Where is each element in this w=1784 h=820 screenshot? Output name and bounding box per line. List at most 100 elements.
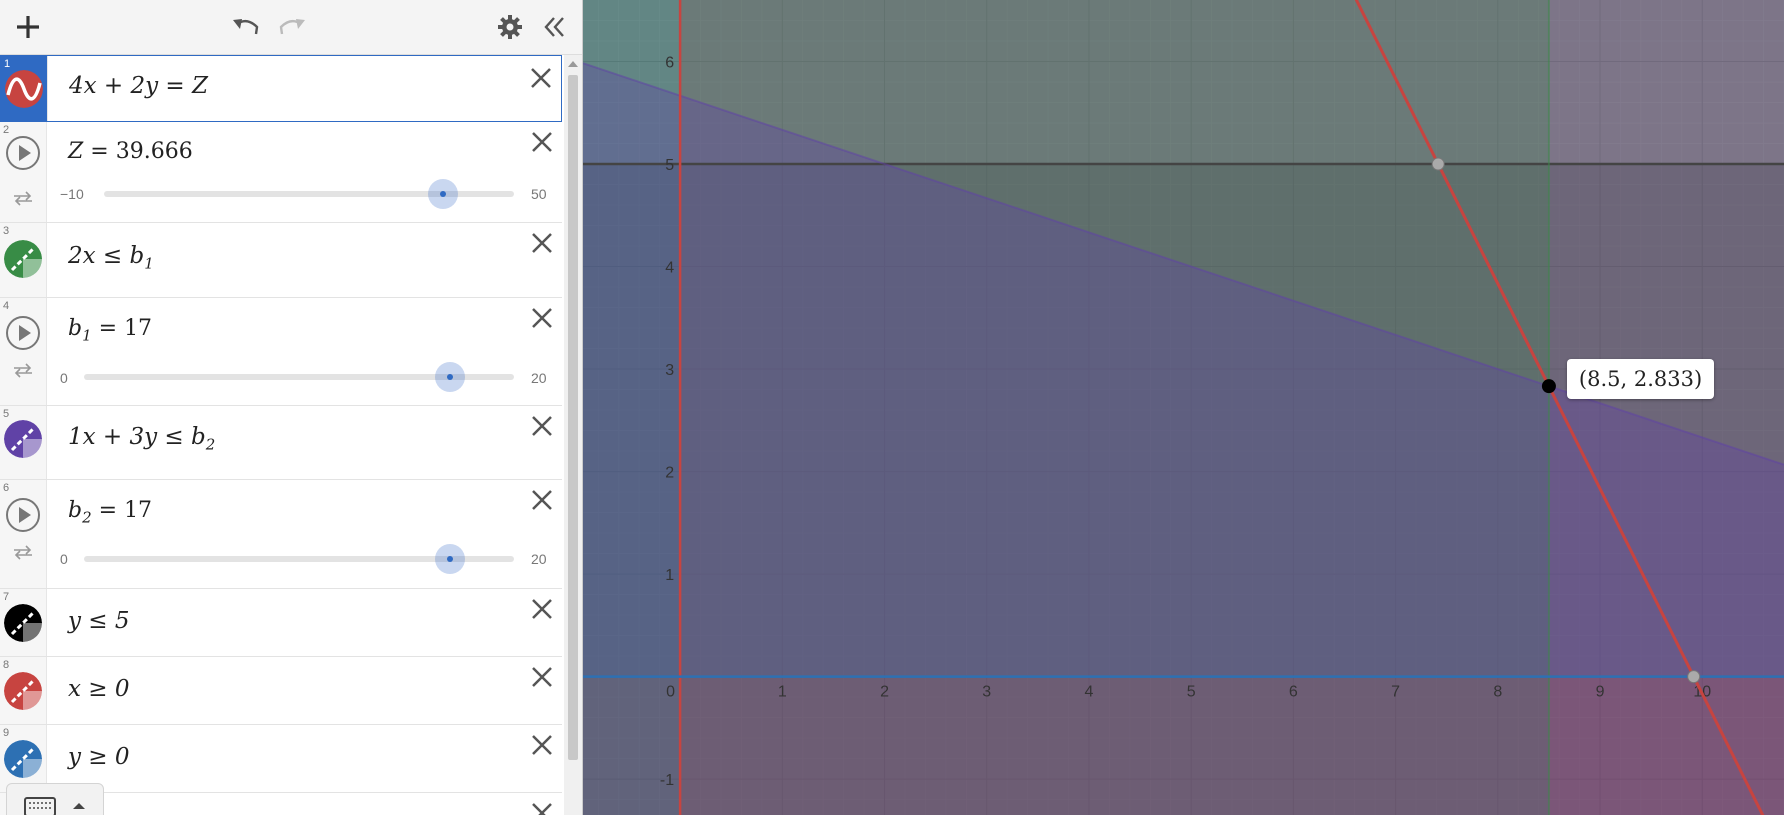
expression-row-2[interactable]: 2 Z = 39.666 −10 50 — [0, 122, 562, 223]
region-style-icon[interactable] — [4, 420, 42, 458]
region-style-icon[interactable] — [4, 672, 42, 710]
x-tick-label: 3 — [982, 684, 991, 701]
delete-icon[interactable] — [529, 66, 553, 90]
scrollbar[interactable] — [564, 55, 582, 815]
y-tick-label: 2 — [665, 465, 674, 482]
delete-icon[interactable] — [530, 231, 554, 255]
loop-icon[interactable] — [12, 544, 34, 560]
region-style-icon[interactable] — [4, 740, 42, 778]
double-chevron-left-icon — [544, 17, 564, 37]
point-label[interactable]: (8.5, 2.833) — [1566, 359, 1715, 400]
x-tick-label: 8 — [1493, 684, 1502, 701]
x-tick-label: 0 — [666, 684, 675, 701]
slider-max[interactable]: 50 — [531, 186, 547, 202]
keyboard-icon — [24, 797, 85, 815]
region-2x-le-b1 — [583, 0, 1549, 815]
x-tick-label: 4 — [1085, 684, 1094, 701]
delete-icon[interactable] — [530, 733, 554, 757]
expression-input[interactable]: y ≥ 0 — [68, 744, 130, 770]
play-icon[interactable] — [4, 134, 42, 172]
expression-row-9[interactable]: 9 y ≥ 0 — [0, 725, 562, 793]
delete-icon[interactable] — [530, 488, 554, 512]
undo-icon — [233, 19, 259, 35]
region-x-ge-0 — [680, 0, 1784, 815]
expression-row-7[interactable]: 7 y ≤ 5 — [0, 589, 562, 657]
slider-min[interactable]: 0 — [60, 370, 68, 386]
delete-icon[interactable] — [530, 130, 554, 154]
region-x-3y-le-b2 — [583, 63, 1784, 816]
delete-icon[interactable] — [530, 665, 554, 689]
y-tick-label: -1 — [660, 772, 674, 789]
y-tick-label: 4 — [665, 260, 674, 277]
slider-min[interactable]: 0 — [60, 551, 68, 567]
slider-expression[interactable]: b1 = 17 — [68, 316, 153, 345]
slider-expression[interactable]: Z = 39.666 — [68, 139, 193, 164]
slider-handle[interactable] — [428, 179, 459, 209]
x-tick-label: 7 — [1391, 684, 1400, 701]
y-tick-label: 5 — [665, 157, 674, 174]
slider-max[interactable]: 20 — [531, 370, 547, 386]
region-y-le-limit — [583, 164, 1784, 816]
delete-icon[interactable] — [530, 597, 554, 621]
slider-handle[interactable] — [434, 362, 465, 392]
expression-input[interactable]: 2x ≤ b1 — [68, 243, 154, 273]
delete-icon[interactable] — [530, 306, 554, 330]
slider-expression[interactable]: b2 = 17 — [68, 498, 153, 527]
settings-button[interactable] — [490, 8, 530, 46]
region-style-icon[interactable] — [4, 604, 42, 642]
play-icon[interactable] — [4, 496, 42, 534]
expression-row-5[interactable]: 5 1x + 3y ≤ b2 — [0, 406, 562, 480]
intersection-point — [1687, 670, 1701, 684]
x-tick-label: 6 — [1289, 684, 1298, 701]
expression-list: 1 4x + 2y = Z 2 Z = 39.666 −10 50 3 — [0, 55, 562, 815]
expression-input[interactable]: 1x + 3y ≤ b2 — [68, 424, 216, 454]
expression-panel: 1 4x + 2y = Z 2 Z = 39.666 −10 50 3 — [0, 0, 583, 815]
play-icon[interactable] — [4, 314, 42, 352]
curve-style-icon[interactable] — [5, 70, 43, 108]
loop-icon[interactable] — [12, 362, 34, 378]
slider-handle[interactable] — [434, 544, 465, 574]
x-tick-label: 5 — [1187, 684, 1196, 701]
expression-row-1[interactable]: 1 4x + 2y = Z — [0, 55, 562, 122]
redo-icon — [279, 19, 305, 35]
expression-input[interactable]: x ≥ 0 — [68, 676, 130, 702]
expression-row-4[interactable]: 4 b1 = 17 0 20 — [0, 298, 562, 406]
objective-line — [1354, 0, 1767, 820]
expression-row-3[interactable]: 3 2x ≤ b1 — [0, 223, 562, 298]
undo-button[interactable] — [226, 8, 266, 46]
graph-background — [583, 0, 1784, 815]
redo-button[interactable] — [272, 8, 312, 46]
region-y-ge-0 — [583, 0, 1784, 677]
slider-track[interactable] — [84, 374, 514, 380]
x-tick-label: 9 — [1596, 684, 1605, 701]
y-tick-label: 3 — [665, 362, 674, 379]
scrollbar-thumb[interactable] — [568, 75, 578, 760]
region-style-icon[interactable] — [4, 240, 42, 278]
x-tick-label: 2 — [880, 684, 889, 701]
add-item-button[interactable] — [8, 8, 48, 46]
intersection-point — [1431, 157, 1445, 171]
expression-input[interactable]: 4x + 2y = Z — [69, 73, 208, 99]
slider-track[interactable] — [104, 191, 514, 197]
delete-icon[interactable] — [530, 801, 554, 815]
y-tick-label: 1 — [665, 567, 674, 584]
scroll-up-arrow-icon[interactable] — [564, 57, 582, 71]
loop-icon[interactable] — [12, 190, 34, 206]
expression-row-8[interactable]: 8 x ≥ 0 — [0, 657, 562, 725]
slider-track[interactable] — [84, 556, 514, 562]
delete-icon[interactable] — [530, 414, 554, 438]
expression-input[interactable]: y ≤ 5 — [68, 608, 130, 634]
slider-max[interactable]: 20 — [531, 551, 547, 567]
keyboard-toggle-button[interactable] — [6, 783, 104, 815]
y-tick-label: 6 — [665, 55, 674, 72]
gear-icon — [498, 15, 522, 39]
toolbar — [0, 0, 582, 55]
plus-icon — [17, 16, 39, 38]
optimal-point — [1541, 379, 1556, 394]
x-tick-label: 1 — [778, 684, 787, 701]
expression-row-6[interactable]: 6 b2 = 17 0 20 — [0, 480, 562, 589]
slider-min[interactable]: −10 — [60, 186, 84, 202]
collapse-panel-button[interactable] — [534, 8, 574, 46]
